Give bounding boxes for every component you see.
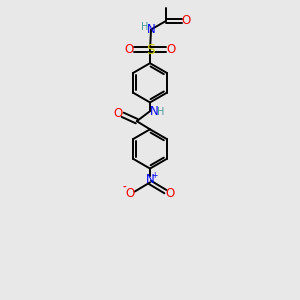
Text: -: -	[122, 183, 126, 192]
Text: H: H	[158, 107, 165, 117]
Text: O: O	[113, 106, 123, 120]
Text: O: O	[125, 187, 135, 200]
Text: O: O	[125, 43, 134, 56]
Text: O: O	[165, 187, 175, 200]
Text: N: N	[146, 173, 154, 186]
Text: H: H	[141, 22, 149, 32]
Text: +: +	[152, 171, 158, 180]
Text: S: S	[146, 43, 154, 57]
Text: O: O	[182, 14, 191, 28]
Text: N: N	[147, 23, 155, 36]
Text: O: O	[166, 43, 175, 56]
Text: N: N	[149, 105, 158, 118]
